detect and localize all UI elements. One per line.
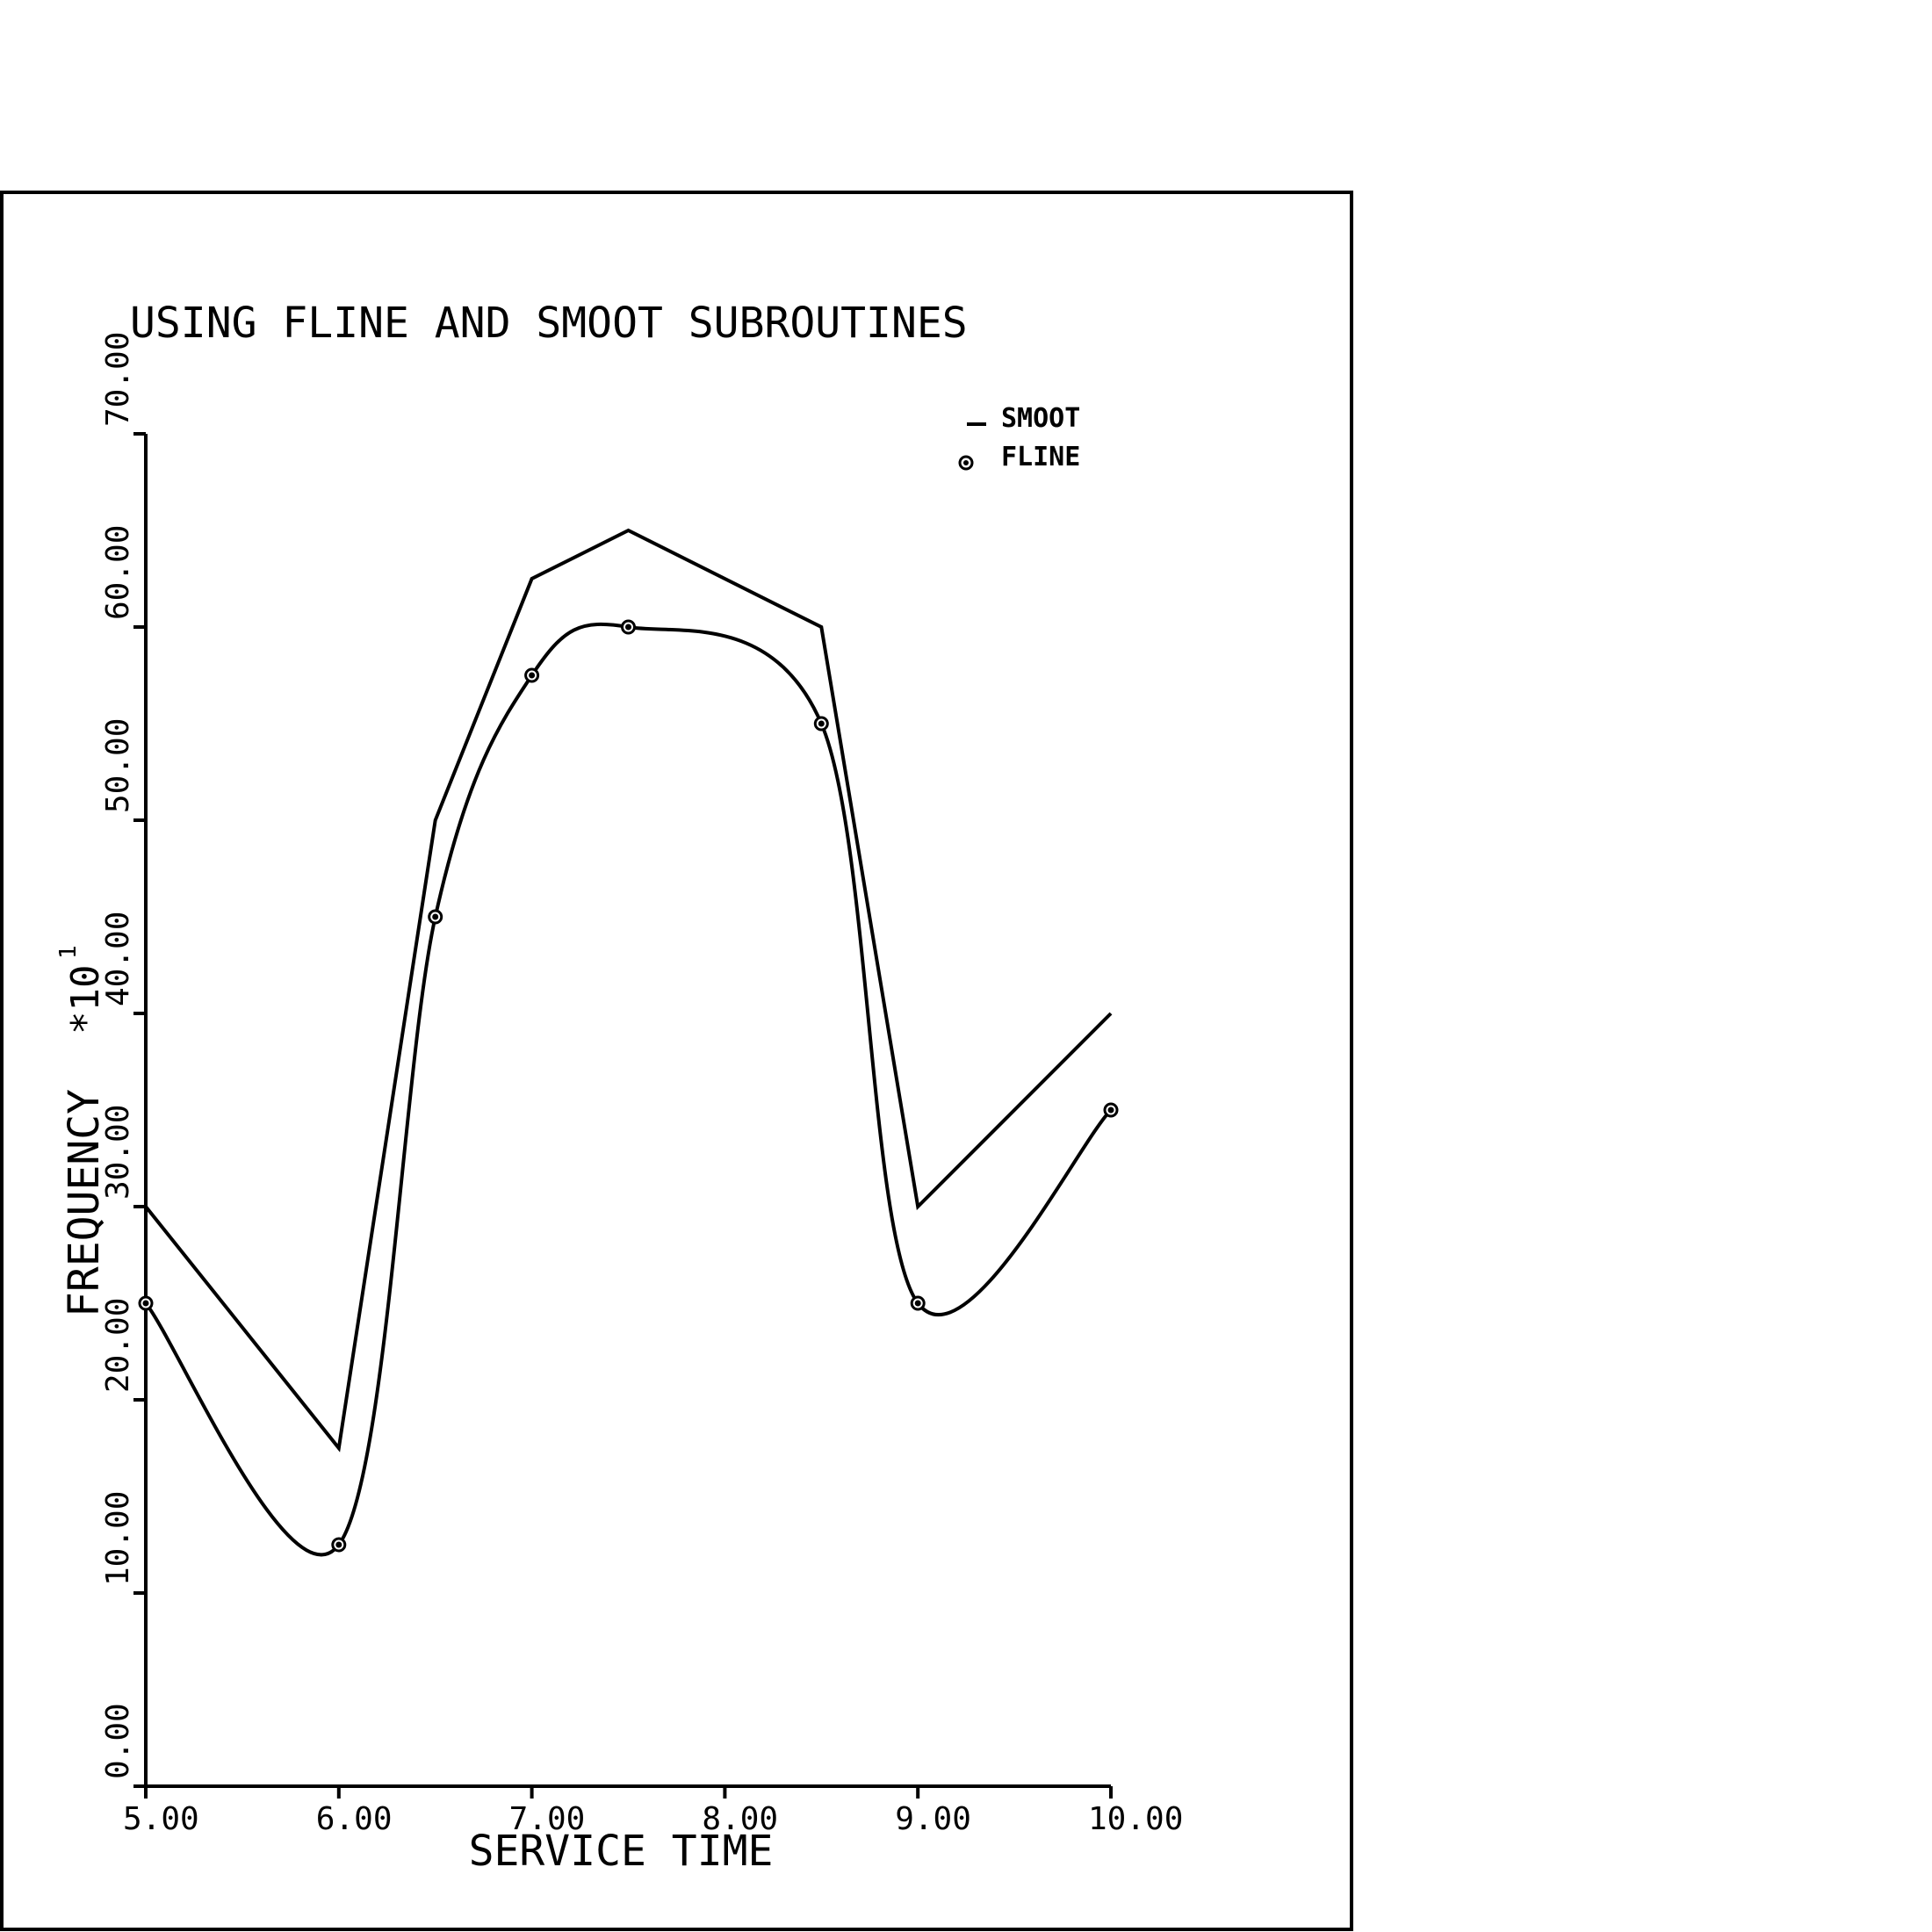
y-tick-label: 0.00 (100, 1703, 136, 1779)
x-tick-label: 8.00 (702, 1801, 778, 1837)
fline-marker-point (625, 624, 631, 631)
x-tick-label: 7.00 (509, 1801, 586, 1837)
fline-marker-point (432, 913, 439, 920)
y-tick-label: 70.00 (100, 332, 136, 427)
x-tick-label: 10.00 (1088, 1801, 1183, 1837)
series-layer (138, 528, 1119, 1557)
x-axis-label: SERVICE TIME (469, 1827, 774, 1876)
series-line-fline (144, 622, 1113, 1557)
y-tick-label: 60.00 (100, 525, 136, 620)
fline-marker-point (142, 1300, 149, 1307)
fline-marker-point (529, 672, 536, 679)
chart-title: USING FLINE AND SMOOT SUBROUTINES (130, 299, 968, 348)
x-tick-label: 5.00 (123, 1801, 199, 1837)
fline-marker-point (914, 1300, 921, 1307)
series-line-smoot (144, 528, 1113, 1453)
legend: SMOOT FLINE (958, 403, 1080, 472)
y-axis-scale-label: *10 (63, 965, 108, 1034)
y-tick-label: 30.00 (100, 1105, 136, 1200)
legend-fline-label: FLINE (1001, 442, 1080, 472)
axes: 5.00 6.00 7.00 8.00 9.00 10.00 0.00 10.00 20.00 3… (100, 332, 1183, 1837)
legend-fline-marker-point (963, 460, 969, 465)
y-tick-label: 10.00 (100, 1491, 136, 1586)
y-axis-label: FREQUENCY (60, 1089, 109, 1317)
frame-border (0, 191, 1353, 1931)
fline-marker-point (1107, 1107, 1114, 1114)
y-tick-label: 50.00 (100, 718, 136, 813)
y-tick-label: 20.00 (100, 1298, 136, 1393)
y-axis-scale-exponent: 1 (55, 945, 82, 959)
fline-marker-point (335, 1541, 342, 1548)
fline-marker-point (818, 720, 825, 727)
x-tick-label: 9.00 (895, 1801, 971, 1837)
x-tick-label: 6.00 (316, 1801, 393, 1837)
y-tick-label: 40.00 (100, 912, 136, 1006)
legend-smoot-label: SMOOT (1001, 403, 1080, 434)
